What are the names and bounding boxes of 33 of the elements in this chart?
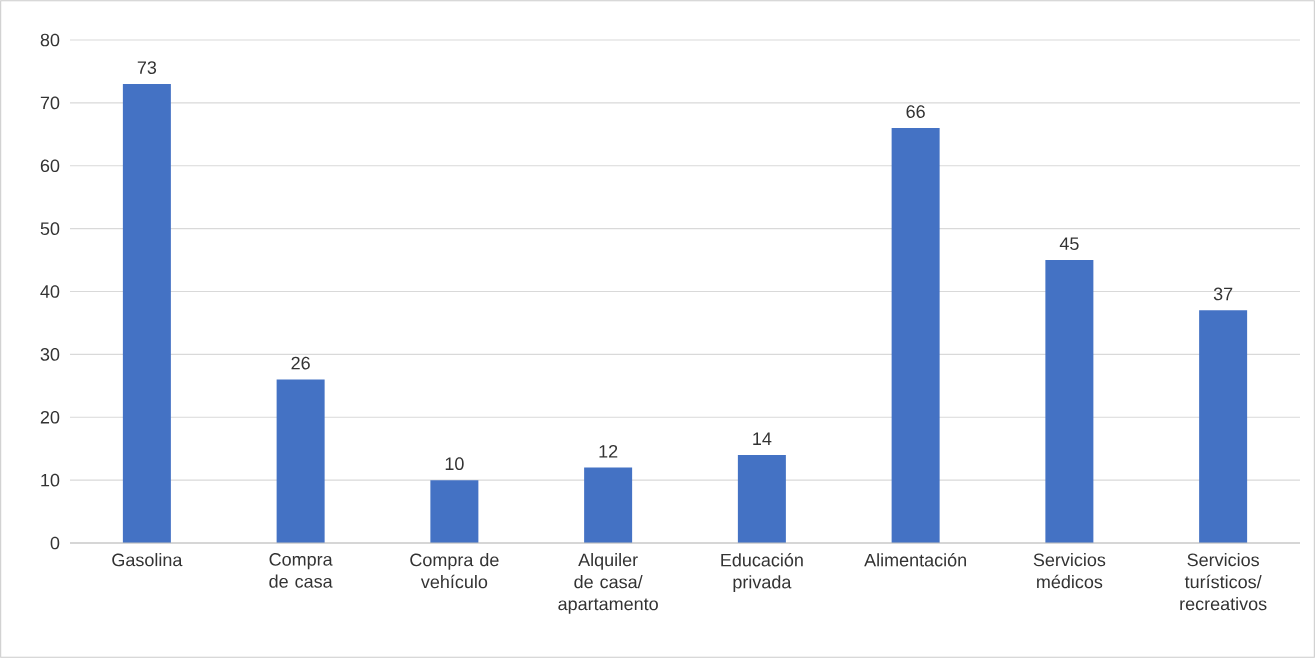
y-tick-label: 80 xyxy=(40,33,60,47)
y-tick-label: 20 xyxy=(40,410,60,424)
data-label: 45 xyxy=(1059,237,1079,251)
y-tick-label: 40 xyxy=(40,285,60,298)
data-label: 10 xyxy=(445,457,464,471)
bar xyxy=(276,379,325,543)
data-label: 37 xyxy=(1213,287,1233,301)
data-label: 26 xyxy=(291,356,310,370)
x-tick-label: Compra de vehículo xyxy=(410,553,499,589)
x-tick-label: Gasolina xyxy=(112,553,183,567)
bar xyxy=(1199,310,1248,543)
x-tick-label: Alimentación xyxy=(864,553,966,567)
y-tick-label: 0 xyxy=(50,536,60,550)
data-label: 14 xyxy=(753,432,772,445)
y-tick-label: 10 xyxy=(41,473,60,487)
bar xyxy=(584,467,633,543)
bar xyxy=(1045,260,1094,543)
y-tick-label: 50 xyxy=(40,222,60,235)
x-tick-label: Servicios turísticos/ recreativos xyxy=(1180,553,1267,611)
x-tick-label: Alquiler de casa/ apartamento xyxy=(558,553,658,614)
data-label: 66 xyxy=(906,105,925,118)
x-tick-label: Servicios médicos xyxy=(1033,553,1106,589)
x-tick-label: Compra de casa xyxy=(269,553,333,588)
bar xyxy=(891,128,940,543)
bar xyxy=(122,84,171,543)
data-label: 73 xyxy=(137,61,157,74)
bar xyxy=(737,454,786,543)
y-tick-label: 60 xyxy=(40,159,60,173)
y-tick-label: 30 xyxy=(40,348,60,361)
y-tick-label: 70 xyxy=(40,96,60,110)
x-tick-label: Educación privada xyxy=(721,553,803,593)
data-label: 12 xyxy=(599,444,618,458)
bar xyxy=(430,480,479,543)
